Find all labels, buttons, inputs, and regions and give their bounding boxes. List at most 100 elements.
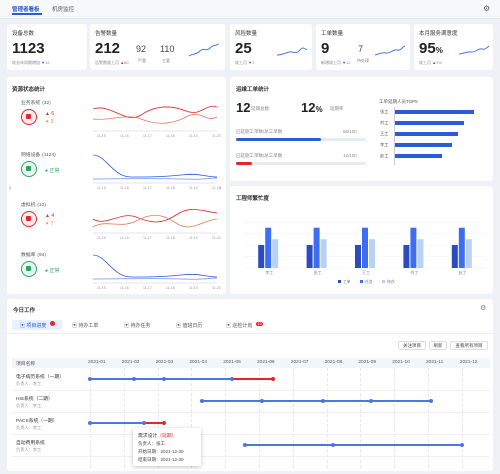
tab-pending-tasks[interactable]: ▣ 待办任务	[124, 322, 150, 329]
resource-row[interactable]: 网络设备 (1124) ● 正常 11-15 11-16 11-17 11-18 11-19 1…	[7, 147, 226, 195]
bar-工单[interactable]	[355, 245, 361, 268]
gantt-milestone[interactable]	[459, 443, 464, 447]
top5-bar[interactable]	[394, 131, 458, 136]
x-tick-label: 11-17	[143, 186, 152, 190]
x-tick-label: 11-16	[120, 286, 129, 290]
panel-title: 工程师繁忙度	[236, 196, 270, 202]
bar-任务[interactable]	[410, 227, 417, 268]
gear-icon[interactable]: ⚙	[483, 4, 491, 13]
bar-任务[interactable]	[458, 227, 465, 268]
gantt-milestone[interactable]	[131, 377, 136, 381]
view-all-projects-button[interactable]: 查看所有项目	[450, 341, 488, 350]
month-label: 2021-08	[324, 360, 343, 365]
tab-duty-calendar[interactable]: ▣ 值班日历	[176, 322, 202, 329]
tab-room-monitor[interactable]: 机房监控	[52, 7, 75, 13]
project-name[interactable]: HIS系统（二期）	[16, 397, 53, 402]
bar-工单[interactable]	[258, 245, 265, 268]
status-text: 正常	[49, 268, 60, 274]
bar-待办[interactable]	[417, 239, 424, 268]
row-divider	[12, 390, 490, 391]
bar-工单[interactable]	[306, 245, 313, 268]
bar-待办[interactable]	[272, 239, 279, 268]
tab-label: 待办工单	[78, 323, 99, 329]
refresh-button[interactable]: 刷新	[429, 341, 447, 350]
gantt-milestone[interactable]	[331, 443, 336, 447]
month-gridline	[259, 368, 260, 468]
bar-任务[interactable]	[265, 227, 272, 268]
progress2-value: 12/100	[343, 153, 357, 158]
project-owner: 负责人：李工	[16, 447, 42, 452]
progress2-fill	[236, 162, 252, 165]
gantt-bar[interactable]	[90, 422, 145, 424]
ticket-sparkline	[374, 45, 406, 56]
tab-icon: ▣	[124, 323, 130, 329]
project-name[interactable]: 电子病历系统（一期）	[16, 375, 64, 380]
tab-manager-board[interactable]: 管理者看板	[12, 7, 40, 13]
tab-icon: ▣	[226, 323, 232, 329]
gantt-milestone[interactable]	[162, 377, 167, 381]
top5-bar[interactable]	[394, 142, 452, 147]
bar-任务[interactable]	[362, 227, 368, 268]
chevron-right-icon[interactable]: ›	[219, 185, 222, 192]
chevron-left-icon[interactable]: ‹	[9, 185, 12, 192]
x-tick-label: 11-17	[143, 286, 152, 290]
follow-project-button[interactable]: 关注项目	[398, 341, 426, 350]
gantt-milestone[interactable]	[368, 399, 373, 403]
top5-bar[interactable]	[394, 153, 442, 158]
bar-工单[interactable]	[451, 245, 458, 268]
month-gridline	[292, 368, 294, 468]
progress1-track	[236, 138, 366, 141]
month-gridline	[461, 368, 463, 468]
gantt-bar[interactable]	[90, 378, 232, 380]
series-line-primary	[92, 254, 218, 278]
tab-pending-orders[interactable]: ▣ 待办工单	[72, 322, 98, 329]
resource-row[interactable]: 业务系统 (32) ▲ 6 ✦ 3 11-15 11-16 11-17 11-18 11-19 1…	[7, 95, 226, 143]
gantt-milestone[interactable]	[229, 377, 234, 381]
gantt-milestone[interactable]	[243, 443, 248, 447]
tab-inspection-plan[interactable]: ▣ 巡检计划	[226, 322, 252, 329]
legend-label: 任务	[365, 279, 373, 284]
gantt-milestone[interactable]	[88, 421, 92, 425]
bar-待办[interactable]	[465, 239, 472, 268]
bar-任务[interactable]	[313, 227, 320, 268]
bar-工单[interactable]	[403, 245, 410, 268]
gantt-bar[interactable]	[201, 400, 432, 402]
gantt-bar[interactable]	[231, 378, 273, 380]
top5-bar[interactable]	[394, 120, 465, 125]
resource-row[interactable]: 数据库 (94) ● 正常 11-15 11-16 11-17 11-18 11-19 11-2…	[7, 247, 226, 295]
kpi-alarm-count: 告警数量 212 告警数量上月 ▲80 92 严重 110 主要	[90, 24, 225, 70]
gantt-milestone[interactable]	[142, 421, 147, 425]
gantt-milestone[interactable]	[162, 421, 167, 425]
project-owner: 负责人：李工	[16, 403, 42, 408]
bar-待办[interactable]	[369, 239, 375, 268]
project-owner: 负责人：李工	[16, 381, 42, 386]
icon-inner	[26, 166, 31, 171]
x-tick-label: 11-20	[212, 286, 221, 290]
column-project-name: 项目名称	[16, 362, 36, 367]
kpi-sub: 较上月	[419, 60, 431, 65]
settings-icon[interactable]: ⚙	[480, 305, 487, 312]
project-name[interactable]: PACS系统（一期）	[16, 419, 58, 424]
project-name[interactable]: 自动费用系统	[16, 441, 45, 446]
gantt-milestone[interactable]	[260, 399, 265, 403]
gantt-milestone[interactable]	[88, 377, 92, 381]
resource-trend-chart: 11-15 11-16 11-17 11-18 11-19 11-20	[92, 209, 221, 240]
top5-bar[interactable]	[394, 109, 474, 114]
gantt-bar[interactable]	[144, 422, 165, 424]
tab-project-progress[interactable]: ▣ 项目进度	[20, 322, 46, 329]
gantt-milestone[interactable]	[199, 399, 204, 403]
x-tick-label: 11-19	[189, 186, 198, 190]
gantt-bar[interactable]	[245, 444, 462, 446]
progress2-label: 已延期工单数/总工单数	[236, 153, 283, 158]
engineer-busy-panel: 工程师繁忙度 李工 张工 王工 刘工 赵工 工单 任务 待办	[230, 186, 493, 294]
kpi-title: 风险数量	[235, 31, 258, 37]
risk-sparkline	[276, 47, 308, 56]
gantt-milestone[interactable]	[270, 377, 275, 381]
resource-row[interactable]: 虚拟机 (12) ▲ 4 ✦ 7 11-15 11-16 11-17 11-18 11-19 11…	[7, 197, 226, 245]
kpi-title: 设备总数	[12, 31, 35, 37]
gantt-milestone[interactable]	[429, 399, 434, 403]
bar-待办[interactable]	[320, 239, 327, 268]
tooltip-tag: （延期）	[157, 434, 177, 439]
gantt-milestone[interactable]	[321, 399, 326, 403]
fault-count: ✦ 7	[45, 221, 53, 227]
